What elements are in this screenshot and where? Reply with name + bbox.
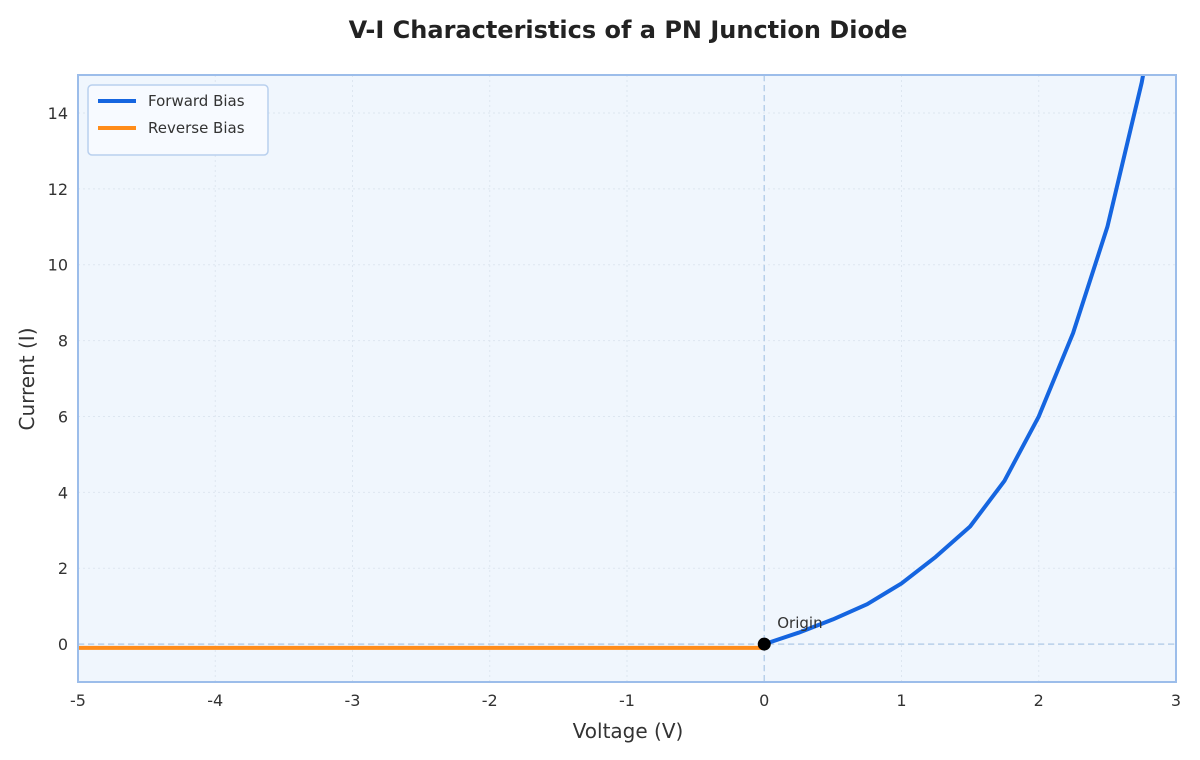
x-tick-label: -3	[345, 691, 361, 710]
legend: Forward Bias Reverse Bias	[87, 84, 269, 156]
y-tick-label: 0	[58, 635, 68, 654]
legend-label-forward-bias: Forward Bias	[148, 92, 245, 110]
y-axis-label: Current (I)	[15, 328, 39, 431]
plot-frame	[77, 74, 1177, 683]
x-tick-label: -4	[207, 691, 223, 710]
origin-point	[757, 637, 771, 651]
x-tick-label: 3	[1171, 691, 1181, 710]
chart-title: V-I Characteristics of a PN Junction Dio…	[349, 16, 908, 44]
series-layer	[78, 74, 1146, 650]
x-tick-label: 0	[759, 691, 769, 710]
reference-lines	[78, 75, 1176, 682]
y-tick-label: 2	[58, 559, 68, 578]
y-tick-label: 12	[48, 180, 68, 199]
x-tick-label: -5	[70, 691, 86, 710]
origin-point-layer: Origin	[757, 614, 823, 651]
origin-annotation: Origin	[777, 614, 822, 632]
x-tick-label: 1	[896, 691, 906, 710]
series-line-forward-bias	[763, 74, 1146, 646]
y-tick-label: 6	[58, 407, 68, 426]
y-tick-label: 8	[58, 332, 68, 351]
x-tick-label: -1	[619, 691, 635, 710]
y-tick-label: 4	[58, 483, 68, 502]
x-tick-label: -2	[482, 691, 498, 710]
y-tick-label: 10	[48, 256, 68, 275]
y-tick-label: 14	[48, 104, 68, 123]
x-tick-label: 2	[1034, 691, 1044, 710]
legend-label-reverse-bias: Reverse Bias	[148, 119, 245, 137]
x-axis-label: Voltage (V)	[573, 719, 684, 743]
